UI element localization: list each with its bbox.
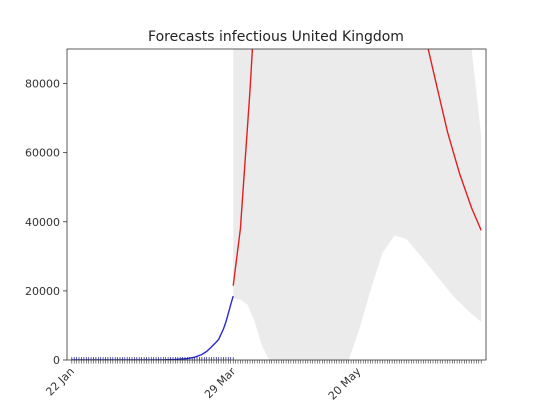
y-tick-label: 20000 <box>25 285 60 298</box>
x-axis: 22 Jan 29 Mar 20 May <box>43 360 482 403</box>
y-tick-label: 60000 <box>25 147 60 160</box>
chart-title: Forecasts infectious United Kingdom <box>148 29 404 45</box>
y-tick-label: 0 <box>53 354 60 367</box>
forecast-series-line-2 <box>427 49 482 231</box>
x-tick-label: 20 May <box>326 365 364 403</box>
x-tick-label: 29 Mar <box>202 365 239 402</box>
plot-area <box>71 49 482 360</box>
y-tick-label: 80000 <box>25 78 60 91</box>
confidence-band <box>233 49 482 360</box>
observed-day-markers <box>71 357 234 360</box>
x-tick-label: 22 Jan <box>43 365 77 399</box>
y-axis: 0 20000 40000 60000 80000 <box>25 78 67 367</box>
x-day-ticks <box>71 360 482 364</box>
y-tick-label: 40000 <box>25 216 60 229</box>
forecast-series-line-1 <box>232 49 254 286</box>
observed-series-line <box>71 295 234 360</box>
